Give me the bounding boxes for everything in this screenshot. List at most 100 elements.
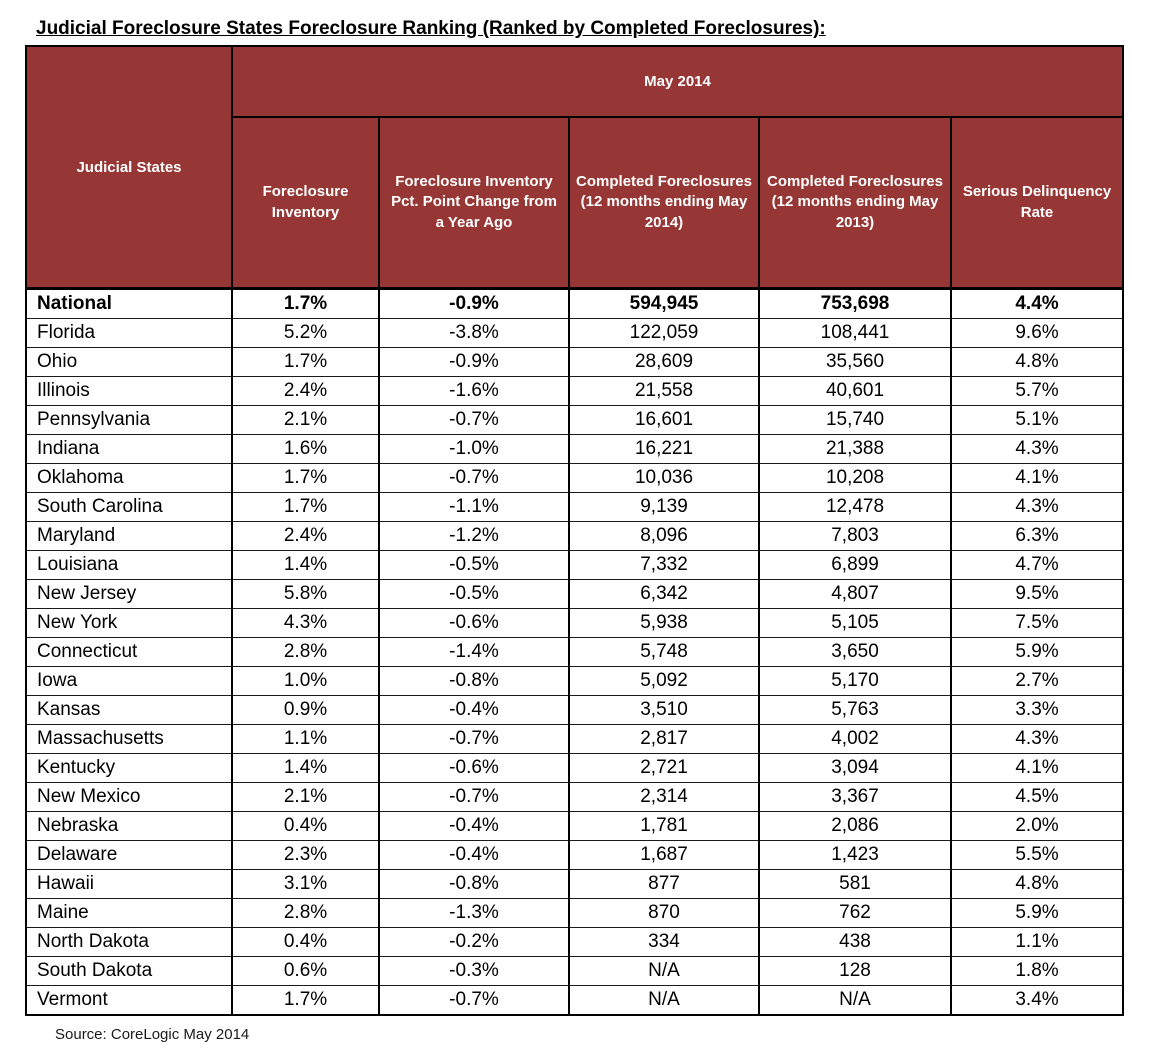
completed-2014-cell: N/A <box>568 956 760 986</box>
completed-2013-cell: 10,208 <box>758 463 952 493</box>
inventory-pct-point-change-cell: -1.0% <box>378 434 570 464</box>
state-cell: Pennsylvania <box>25 405 233 435</box>
completed-2014-cell: N/A <box>568 985 760 1016</box>
foreclosure-inventory-cell: 1.7% <box>231 347 380 377</box>
foreclosure-inventory-cell: 0.6% <box>231 956 380 986</box>
foreclosure-inventory-cell: 2.8% <box>231 637 380 667</box>
inventory-pct-point-change-cell: -1.4% <box>378 637 570 667</box>
foreclosure-inventory-cell: 4.3% <box>231 608 380 638</box>
completed-2013-cell: 2,086 <box>758 811 952 841</box>
foreclosure-inventory-cell: 0.4% <box>231 811 380 841</box>
serious-delinquency-rate-cell: 3.4% <box>949 985 1125 1016</box>
foreclosure-inventory-cell: 5.8% <box>231 579 380 609</box>
foreclosure-inventory-cell: 1.0% <box>231 666 380 696</box>
state-cell: New York <box>25 608 233 638</box>
serious-delinquency-rate-cell: 5.5% <box>949 840 1125 870</box>
table-row: National 1.7% -0.9% 594,945 753,698 4.4% <box>25 287 1125 319</box>
completed-2013-cell: 4,002 <box>758 724 952 754</box>
inventory-pct-point-change-cell: -1.6% <box>378 376 570 406</box>
table-row: Kansas 0.9% -0.4% 3,510 5,763 3.3% <box>25 695 1125 725</box>
serious-delinquency-rate-cell: 2.7% <box>949 666 1125 696</box>
completed-2013-cell: 108,441 <box>758 318 952 348</box>
foreclosure-inventory-cell: 2.8% <box>231 898 380 928</box>
inventory-pct-point-change-cell: -0.6% <box>378 753 570 783</box>
serious-delinquency-rate-cell: 4.1% <box>949 753 1125 783</box>
serious-delinquency-rate-cell: 1.1% <box>949 927 1125 957</box>
completed-2014-cell: 1,781 <box>568 811 760 841</box>
table-row: New Mexico 2.1% -0.7% 2,314 3,367 4.5% <box>25 782 1125 812</box>
state-cell: South Dakota <box>25 956 233 986</box>
column-header-serious-delinquency-rate: Serious Delinquency Rate <box>949 116 1125 290</box>
state-cell: Hawaii <box>25 869 233 899</box>
completed-2013-cell: 438 <box>758 927 952 957</box>
table-row: Oklahoma 1.7% -0.7% 10,036 10,208 4.1% <box>25 463 1125 493</box>
table-row: South Dakota 0.6% -0.3% N/A 128 1.8% <box>25 956 1125 986</box>
foreclosure-inventory-cell: 1.7% <box>231 463 380 493</box>
serious-delinquency-rate-cell: 3.3% <box>949 695 1125 725</box>
table-body: National 1.7% -0.9% 594,945 753,698 4.4% Flori… <box>25 287 1125 1016</box>
completed-2013-cell: 581 <box>758 869 952 899</box>
foreclosure-inventory-cell: 1.7% <box>231 492 380 522</box>
table-row: Illinois 2.4% -1.6% 21,558 40,601 5.7% <box>25 376 1125 406</box>
completed-2014-cell: 1,687 <box>568 840 760 870</box>
completed-2014-cell: 877 <box>568 869 760 899</box>
state-cell: South Carolina <box>25 492 233 522</box>
serious-delinquency-rate-cell: 4.5% <box>949 782 1125 812</box>
table-row: Pennsylvania 2.1% -0.7% 16,601 15,740 5.1% <box>25 405 1125 435</box>
table-row: Massachusetts 1.1% -0.7% 2,817 4,002 4.3% <box>25 724 1125 754</box>
completed-2013-cell: 3,650 <box>758 637 952 667</box>
state-cell: Vermont <box>25 985 233 1016</box>
state-cell: New Mexico <box>25 782 233 812</box>
table-row: Louisiana 1.4% -0.5% 7,332 6,899 4.7% <box>25 550 1125 580</box>
inventory-pct-point-change-cell: -1.1% <box>378 492 570 522</box>
table-row: Nebraska 0.4% -0.4% 1,781 2,086 2.0% <box>25 811 1125 841</box>
inventory-pct-point-change-cell: -0.8% <box>378 666 570 696</box>
foreclosure-inventory-cell: 1.4% <box>231 550 380 580</box>
foreclosure-inventory-cell: 2.3% <box>231 840 380 870</box>
completed-2014-cell: 7,332 <box>568 550 760 580</box>
table-row: Florida 5.2% -3.8% 122,059 108,441 9.6% <box>25 318 1125 348</box>
foreclosure-inventory-cell: 1.7% <box>231 287 380 319</box>
serious-delinquency-rate-cell: 5.9% <box>949 898 1125 928</box>
completed-2013-cell: 5,170 <box>758 666 952 696</box>
serious-delinquency-rate-cell: 4.3% <box>949 434 1125 464</box>
completed-2013-cell: 3,367 <box>758 782 952 812</box>
completed-2014-cell: 594,945 <box>568 287 760 319</box>
inventory-pct-point-change-cell: -0.9% <box>378 347 570 377</box>
serious-delinquency-rate-cell: 4.1% <box>949 463 1125 493</box>
foreclosure-inventory-cell: 1.7% <box>231 985 380 1016</box>
completed-2014-cell: 3,510 <box>568 695 760 725</box>
table-row: Ohio 1.7% -0.9% 28,609 35,560 4.8% <box>25 347 1125 377</box>
state-cell: Oklahoma <box>25 463 233 493</box>
completed-2013-cell: 128 <box>758 956 952 986</box>
inventory-pct-point-change-cell: -1.2% <box>378 521 570 551</box>
completed-2013-cell: 4,807 <box>758 579 952 609</box>
state-cell: Florida <box>25 318 233 348</box>
foreclosure-inventory-cell: 2.1% <box>231 782 380 812</box>
completed-2014-cell: 16,601 <box>568 405 760 435</box>
completed-2013-cell: 7,803 <box>758 521 952 551</box>
table-row: Hawaii 3.1% -0.8% 877 581 4.8% <box>25 869 1125 899</box>
serious-delinquency-rate-cell: 4.8% <box>949 347 1125 377</box>
completed-2014-cell: 16,221 <box>568 434 760 464</box>
completed-2013-cell: N/A <box>758 985 952 1016</box>
foreclosure-inventory-cell: 3.1% <box>231 869 380 899</box>
completed-2013-cell: 3,094 <box>758 753 952 783</box>
table-row: New York 4.3% -0.6% 5,938 5,105 7.5% <box>25 608 1125 638</box>
completed-2014-cell: 28,609 <box>568 347 760 377</box>
state-cell: Maryland <box>25 521 233 551</box>
inventory-pct-point-change-cell: -0.4% <box>378 840 570 870</box>
foreclosure-inventory-cell: 5.2% <box>231 318 380 348</box>
inventory-pct-point-change-cell: -0.8% <box>378 869 570 899</box>
state-cell: North Dakota <box>25 927 233 957</box>
foreclosure-inventory-cell: 2.4% <box>231 521 380 551</box>
completed-2013-cell: 5,763 <box>758 695 952 725</box>
serious-delinquency-rate-cell: 6.3% <box>949 521 1125 551</box>
table-row: Maine 2.8% -1.3% 870 762 5.9% <box>25 898 1125 928</box>
foreclosure-inventory-cell: 0.4% <box>231 927 380 957</box>
column-header-inventory-pct-point-change: Foreclosure Inventory Pct. Point Change … <box>378 116 570 290</box>
table-row: Delaware 2.3% -0.4% 1,687 1,423 5.5% <box>25 840 1125 870</box>
foreclosure-inventory-cell: 0.9% <box>231 695 380 725</box>
inventory-pct-point-change-cell: -0.7% <box>378 782 570 812</box>
